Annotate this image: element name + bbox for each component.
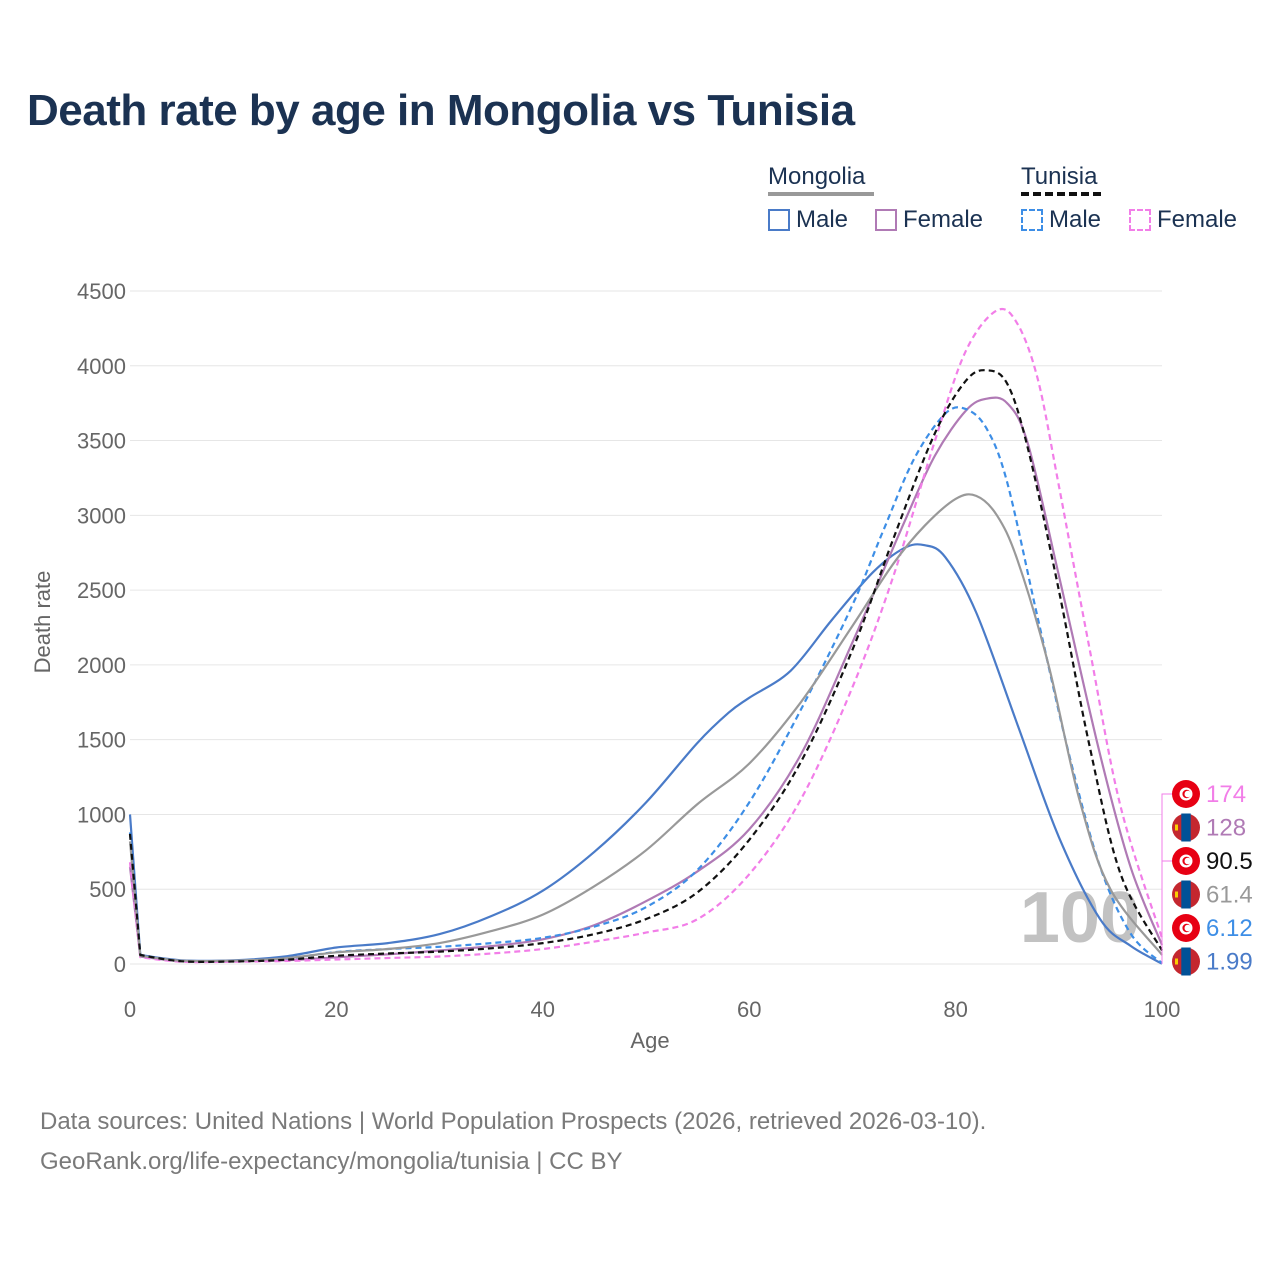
legend-swatch-tunisia-male — [1021, 209, 1043, 231]
mongolia-flag-icon — [1172, 813, 1200, 842]
end-value-label: 90.5 — [1206, 848, 1253, 875]
x-tick-label: 20 — [324, 997, 348, 1022]
series-line-tunisia-male[interactable] — [128, 406, 1163, 964]
page-title: Death rate by age in Mongolia vs Tunisia — [27, 86, 855, 135]
series-line-mongolia[interactable] — [128, 493, 1163, 963]
end-value-label: 1.99 — [1206, 949, 1253, 976]
y-tick-label: 2500 — [77, 578, 126, 603]
end-value-label: 174 — [1206, 781, 1246, 808]
y-tick-label: 1000 — [77, 802, 126, 827]
grid-lines — [130, 290, 1162, 965]
x-axis-label: Age — [630, 1028, 669, 1053]
y-tick-label: 4000 — [77, 354, 126, 379]
axes: 0 500 1000 1500 2000 2500 3000 3500 4000 4500 0 20 4… — [77, 279, 1180, 1022]
end-value-label: 6.12 — [1206, 915, 1253, 942]
y-tick-label: 3500 — [77, 429, 126, 454]
legend-label-mongolia-male: Male — [796, 206, 849, 233]
y-tick-label: 4500 — [77, 279, 126, 304]
legend-label-mongolia-female: Female — [903, 206, 984, 233]
y-tick-label: 1500 — [77, 728, 126, 753]
legend-item-mongolia-male[interactable]: Male — [768, 206, 848, 234]
series-line-mongolia-male[interactable] — [128, 543, 1163, 965]
x-tick-label: 100 — [1144, 997, 1181, 1022]
x-tick-label: 40 — [531, 997, 555, 1022]
series-lines — [128, 307, 1164, 965]
legend-swatch-mongolia-male — [768, 209, 790, 231]
tunisia-flag-icon — [1172, 847, 1200, 875]
mongolia-flag-icon — [1172, 880, 1200, 909]
y-tick-label: 2000 — [77, 653, 126, 678]
series-line-mongolia-female[interactable] — [128, 396, 1164, 963]
end-markers: 174 128 90.5 61.4 6.12 1.99 — [1161, 780, 1253, 976]
y-tick-label: 3000 — [77, 503, 126, 528]
x-tick-label: 0 — [124, 997, 136, 1022]
x-tick-label: 80 — [943, 997, 967, 1022]
end-value-label: 61.4 — [1206, 882, 1253, 909]
legend-group-mongolia-label[interactable]: Mongolia — [768, 163, 866, 190]
legend-group-mongolia-line — [768, 192, 874, 196]
end-value-label: 128 — [1206, 815, 1246, 842]
legend-group-tunisia-line — [1021, 192, 1101, 196]
source-line-1: Data sources: United Nations | World Pop… — [40, 1108, 987, 1135]
mongolia-flag-icon — [1172, 947, 1200, 976]
source-line-2[interactable]: GeoRank.org/life-expectancy/mongolia/tun… — [40, 1148, 623, 1175]
legend-label-tunisia-female: Female — [1157, 206, 1238, 233]
series-line-tunisia-female[interactable] — [128, 307, 1164, 964]
legend-item-mongolia-female[interactable]: Female — [875, 206, 983, 234]
legend-item-tunisia-female[interactable]: Female — [1129, 206, 1237, 234]
y-axis-label: Death rate — [30, 571, 55, 674]
end-marker-connector — [1161, 793, 1172, 964]
y-tick-label: 0 — [114, 952, 126, 977]
y-tick-label: 500 — [89, 877, 126, 902]
series-line-tunisia[interactable] — [128, 369, 1163, 963]
tunisia-flag-icon — [1172, 914, 1200, 942]
tunisia-flag-icon — [1172, 780, 1200, 808]
year-watermark: 100 — [1020, 878, 1140, 958]
legend-group-tunisia-label[interactable]: Tunisia — [1021, 163, 1098, 190]
legend-swatch-tunisia-female — [1129, 209, 1151, 231]
legend-item-tunisia-male[interactable]: Male — [1021, 206, 1101, 234]
x-tick-label: 60 — [737, 997, 761, 1022]
legend-swatch-mongolia-female — [875, 209, 897, 231]
legend-label-tunisia-male: Male — [1049, 206, 1102, 233]
